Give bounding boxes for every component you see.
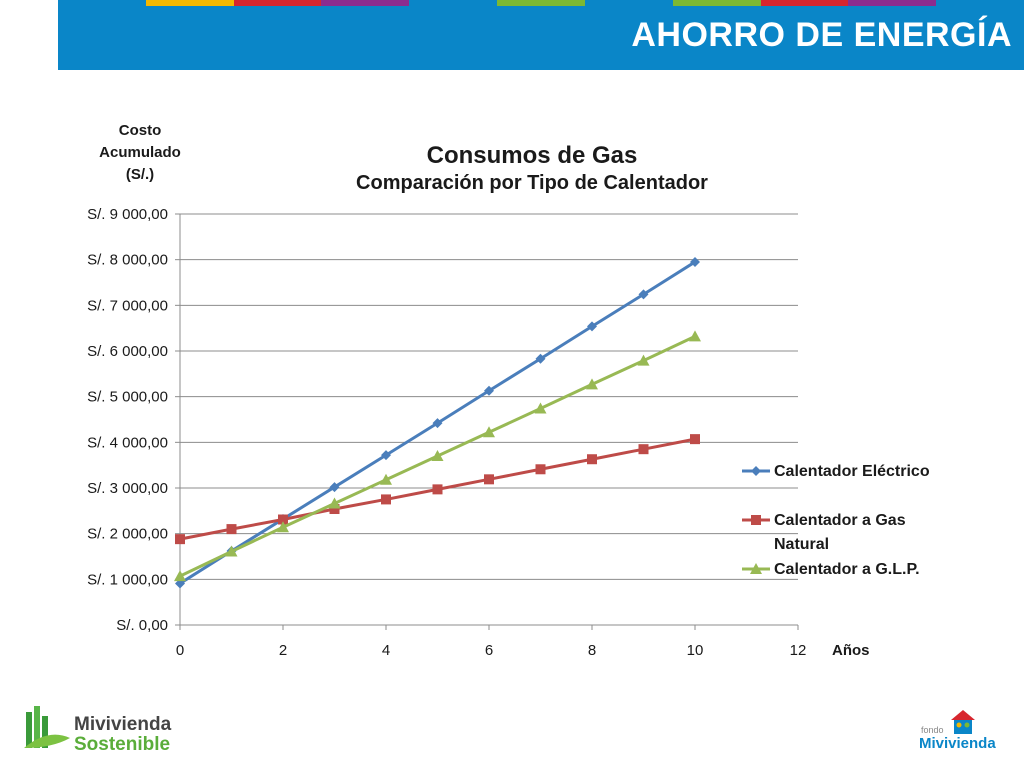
logo-right-main: Mivivienda [919,735,996,752]
x-tick-label: 8 [588,642,596,659]
y-axis-label: Costo Acumulado (S/.) [99,122,181,183]
y-tick-label: S/. 9 000,00 [87,206,168,223]
series-2 [175,434,700,545]
data-point-diamond [484,385,494,396]
legend: Calentador Eléctrico Calentador a Gas Natu… [742,463,930,578]
data-point-square [226,524,237,535]
chart-subtitle: Comparación por Tipo de Calentador [356,172,708,194]
logo-left-line2: Sostenible [74,734,170,755]
header-stripe [497,0,585,6]
y-tick-label: S/. 2 000,00 [87,526,168,543]
header-stripe [936,0,1024,6]
y-tick-label: S/. 5 000,00 [87,389,168,406]
data-point-triangle [750,563,762,574]
y-tick-label: S/. 8 000,00 [87,252,168,269]
data-point-triangle [380,473,392,485]
x-tick-label: 10 [687,642,704,659]
y-tick-label: S/. 0,00 [116,617,168,634]
x-tick-label: 6 [485,642,493,659]
x-tick-label: 0 [176,642,184,659]
building-leaf-icon [24,706,70,748]
mivivienda-sostenible-logo: Mivivienda Sostenible [24,706,172,755]
header-stripe [145,0,234,6]
series-3 [174,330,701,582]
data-point-diamond [690,256,700,267]
data-point-diamond [751,466,761,476]
data-point-square [638,444,649,455]
grid-lines [175,213,798,626]
header-color-stripes [58,0,1024,6]
data-point-square [484,474,494,485]
legend-label: Natural [774,536,829,553]
logo-left-line1: Mivivienda [74,714,172,735]
data-point-triangle [225,545,238,557]
legend-label: Calentador Eléctrico [774,463,930,480]
data-point-square [587,454,597,465]
data-point-triangle [483,426,495,438]
data-point-triangle [328,497,341,509]
series-1 [175,256,700,589]
legend-item: Calentador Eléctrico [742,463,930,480]
series-group [174,256,701,589]
y-tick-label: S/. 3 000,00 [87,480,168,497]
y-tick-labels: S/. 0,00 S/. 1 000,00 S/. 2 000,00 S/. 3 00… [87,206,168,634]
logo-right-small: fondo [921,725,944,735]
data-point-triangle [637,354,650,366]
data-point-diamond [587,321,597,332]
data-point-square [278,514,288,525]
house-family-icon [951,710,975,734]
data-point-square [381,494,391,505]
header-stripe [321,0,410,6]
y-axis-label-line: Acumulado [99,144,181,161]
header-stripe [760,0,849,6]
axes [179,214,799,630]
legend-item: Calentador a G.L.P. [742,561,920,578]
data-point-square [175,534,185,545]
header-stripe [672,0,761,6]
data-point-triangle [586,378,598,390]
data-point-diamond [638,289,649,300]
data-point-square [535,464,546,475]
data-point-square [690,434,700,445]
y-tick-label: S/. 4 000,00 [87,434,168,451]
x-tick-labels: 0 2 4 6 8 10 12 [176,642,807,659]
data-point-triangle [689,330,701,342]
x-tick-label: 4 [382,642,390,659]
data-point-diamond [329,482,340,493]
data-point-triangle [277,521,289,533]
x-tick-label: 12 [790,642,807,659]
slide-title: AHORRO DE ENERGÍA [631,16,1012,54]
data-point-triangle [534,402,547,414]
header-stripe [409,0,498,6]
legend-item: Calentador a Gas Natural [742,512,906,553]
header-stripe [584,0,673,6]
chart-title: Consumos de Gas [427,142,638,169]
y-tick-label: S/. 7 000,00 [87,297,168,314]
y-tick-label: S/. 1 000,00 [87,571,168,588]
x-tick-label: 2 [279,642,287,659]
data-point-square [329,504,340,515]
fondo-mivivienda-logo: fondo Mivivienda [919,710,996,752]
header-bar [58,0,1024,70]
data-point-triangle [174,570,186,582]
legend-label: Calentador a Gas [774,512,906,529]
data-point-diamond [432,418,443,429]
y-tick-label: S/. 6 000,00 [87,343,168,360]
line-chart: Costo Acumulado (S/.) Consumos de Gas Comp… [87,122,930,659]
header-stripe [233,0,322,6]
data-point-square [432,484,443,495]
data-point-diamond [535,353,546,364]
data-point-diamond [381,450,391,461]
header-stripe [58,0,146,6]
y-axis-label-line: Costo [119,122,162,139]
x-axis-label: Años [832,642,870,659]
legend-label: Calentador a G.L.P. [774,561,920,578]
data-point-triangle [431,450,444,462]
data-point-square [751,515,761,525]
header-stripe [848,0,937,6]
y-axis-label-line: (S/.) [126,166,154,183]
